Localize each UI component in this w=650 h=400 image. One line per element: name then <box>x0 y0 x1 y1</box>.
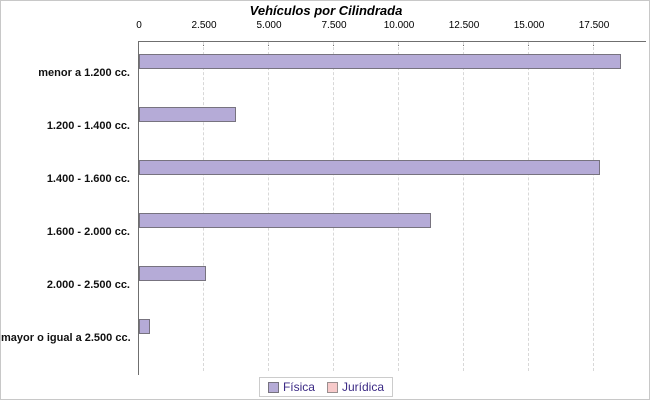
category-row <box>139 201 646 254</box>
x-axis-tick-labels: 0 2.500 5.000 7.500 10.000 12.500 15.000 17.500 <box>136 20 646 33</box>
chart-title: Vehículos por Cilindrada <box>249 3 403 18</box>
x-axis-tick-label: 5.000 <box>256 20 282 31</box>
juridica-swatch-icon <box>326 381 338 393</box>
legend: Física Jurídica <box>258 377 394 397</box>
bar-fisica <box>139 212 432 228</box>
plot-area <box>138 41 646 375</box>
bar-fisica <box>139 318 151 334</box>
category-label: 1.200 - 1.400 cc. <box>46 119 130 132</box>
legend-label-fisica: Física <box>282 380 315 394</box>
fisica-swatch-icon <box>267 381 279 393</box>
gridline <box>462 42 464 371</box>
bar-fisica <box>139 265 206 281</box>
legend-item-juridica: Jurídica <box>326 380 385 394</box>
x-axis-tick-label: 2.500 <box>191 20 217 31</box>
gridline <box>203 42 204 371</box>
x-axis-tick-mark <box>138 42 139 46</box>
category-label: menor a 1.200 cc. <box>38 67 130 79</box>
gridline <box>593 42 594 371</box>
category-row <box>139 42 646 95</box>
bar-fisica <box>139 106 236 122</box>
category-label: 1.400 - 1.600 cc. <box>46 172 130 185</box>
category-row <box>139 307 646 360</box>
bar-fisica <box>139 54 622 69</box>
legend-container: Física Jurídica <box>1 377 649 397</box>
category-row <box>139 148 646 201</box>
gridline <box>398 42 399 371</box>
x-axis-tick-label: 7.500 <box>321 20 347 31</box>
category-label: 2.000 - 2.500 cc. <box>46 278 130 291</box>
gridline <box>333 42 334 371</box>
category-label: mayor o igual a 2.500 cc. <box>1 331 131 344</box>
legend-item-fisica: Física <box>267 380 315 394</box>
x-axis-tick-label: 10.000 <box>383 20 415 31</box>
x-axis-tick-label: 17.500 <box>578 20 610 31</box>
category-label: 1.600 - 2.000 cc. <box>46 225 130 238</box>
x-axis-tick-label: 0 <box>136 20 142 31</box>
gridline <box>528 42 529 371</box>
category-axis-labels: menor a 1.200 cc. 1.200 - 1.400 cc. 1.400 … <box>1 42 134 375</box>
x-axis-tick-label: 12.500 <box>448 20 480 31</box>
x-axis-tick-label: 15.000 <box>513 20 545 31</box>
category-row <box>139 95 646 148</box>
gridline <box>268 42 269 371</box>
bar-fisica <box>139 159 601 175</box>
legend-label-juridica: Jurídica <box>341 380 385 394</box>
category-row <box>139 254 646 307</box>
